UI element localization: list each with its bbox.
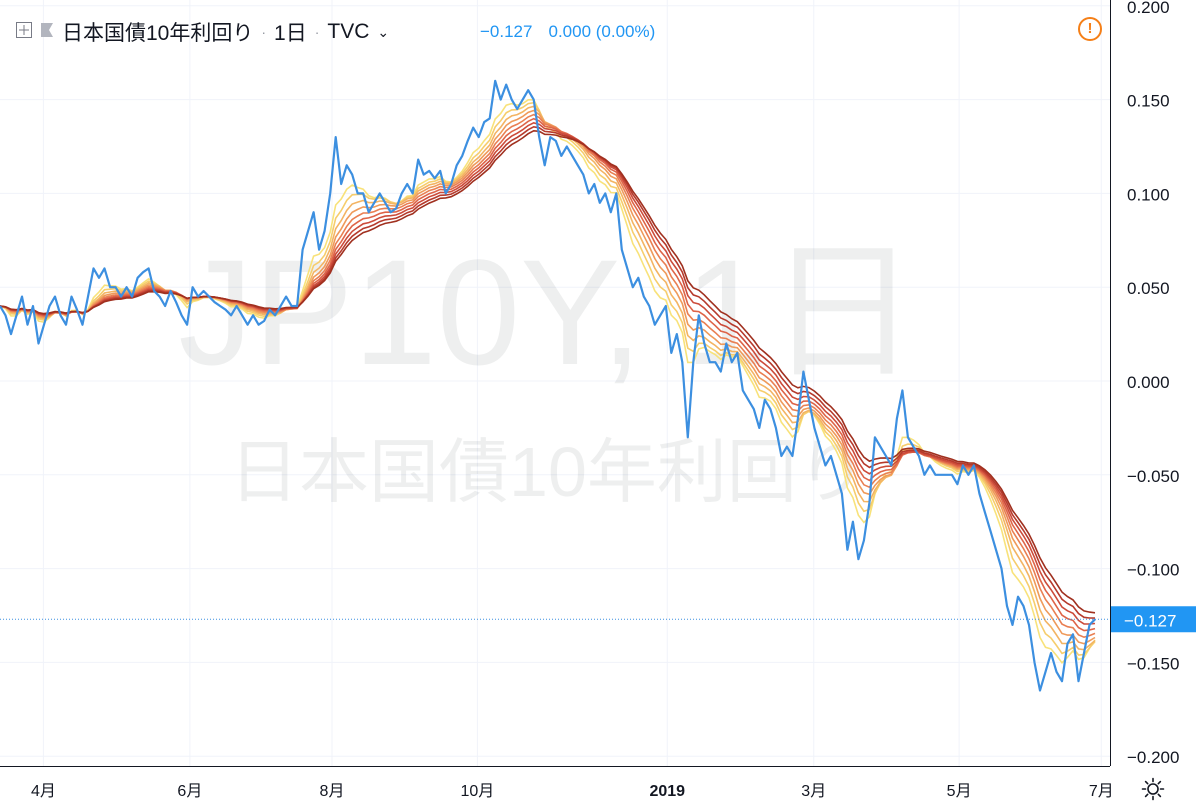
price-series-line[interactable] (0, 79, 1096, 692)
y-tick-label: 0.100 (1127, 185, 1170, 204)
x-tick-label: 7月 (1089, 783, 1114, 800)
watermark-symbol: JP10Y, 1日 (178, 228, 917, 396)
watermark-title: 日本国債10年利回り (229, 433, 867, 511)
warning-icon[interactable]: ! (1078, 17, 1102, 41)
last-price-badge (1111, 606, 1196, 633)
x-tick-label: 5月 (947, 783, 972, 800)
flag-icon[interactable] (40, 20, 54, 44)
exchange-label[interactable]: TVC (327, 20, 370, 43)
gear-icon[interactable] (1140, 776, 1166, 802)
price-change-pct: (0.00%) (595, 22, 656, 41)
interval-label[interactable]: 1日 (274, 22, 307, 45)
x-tick-label: 4月 (31, 783, 56, 800)
x-tick-label: 6月 (177, 783, 202, 800)
chart-legend-header: 日本国債10年利回り · 1日 · TVC ⌄ (16, 14, 389, 50)
chevron-down-icon[interactable]: ⌄ (377, 23, 390, 40)
symbol-name[interactable]: 日本国債10年利回り (62, 22, 254, 45)
x-tick-label: 2019 (649, 783, 685, 800)
separator-dot: · (314, 24, 320, 40)
y-tick-label: −0.100 (1127, 561, 1179, 580)
last-price-badge-label: −0.127 (1124, 611, 1176, 630)
y-tick-label: 0.150 (1127, 92, 1170, 111)
price-change: 0.000 (548, 22, 592, 41)
x-tick-label: 10月 (460, 783, 494, 800)
ema-ribbon-line (0, 98, 1096, 665)
y-tick-label: −0.200 (1127, 748, 1179, 767)
y-tick-label: 0.200 (1127, 0, 1170, 17)
quote-values: −0.127 0.000 (0.00%) (480, 22, 655, 42)
y-tick-label: 0.000 (1127, 373, 1170, 392)
y-tick-label: −0.050 (1127, 467, 1179, 486)
ema-ribbon-line (0, 129, 1096, 614)
add-compare-icon[interactable] (16, 20, 32, 44)
y-tick-label: 0.050 (1127, 279, 1170, 298)
x-tick-label: 8月 (320, 783, 345, 800)
x-tick-label: 3月 (801, 783, 826, 800)
last-price: −0.127 (480, 22, 533, 41)
separator-dot: · (261, 24, 267, 40)
y-tick-label: −0.150 (1127, 654, 1179, 673)
